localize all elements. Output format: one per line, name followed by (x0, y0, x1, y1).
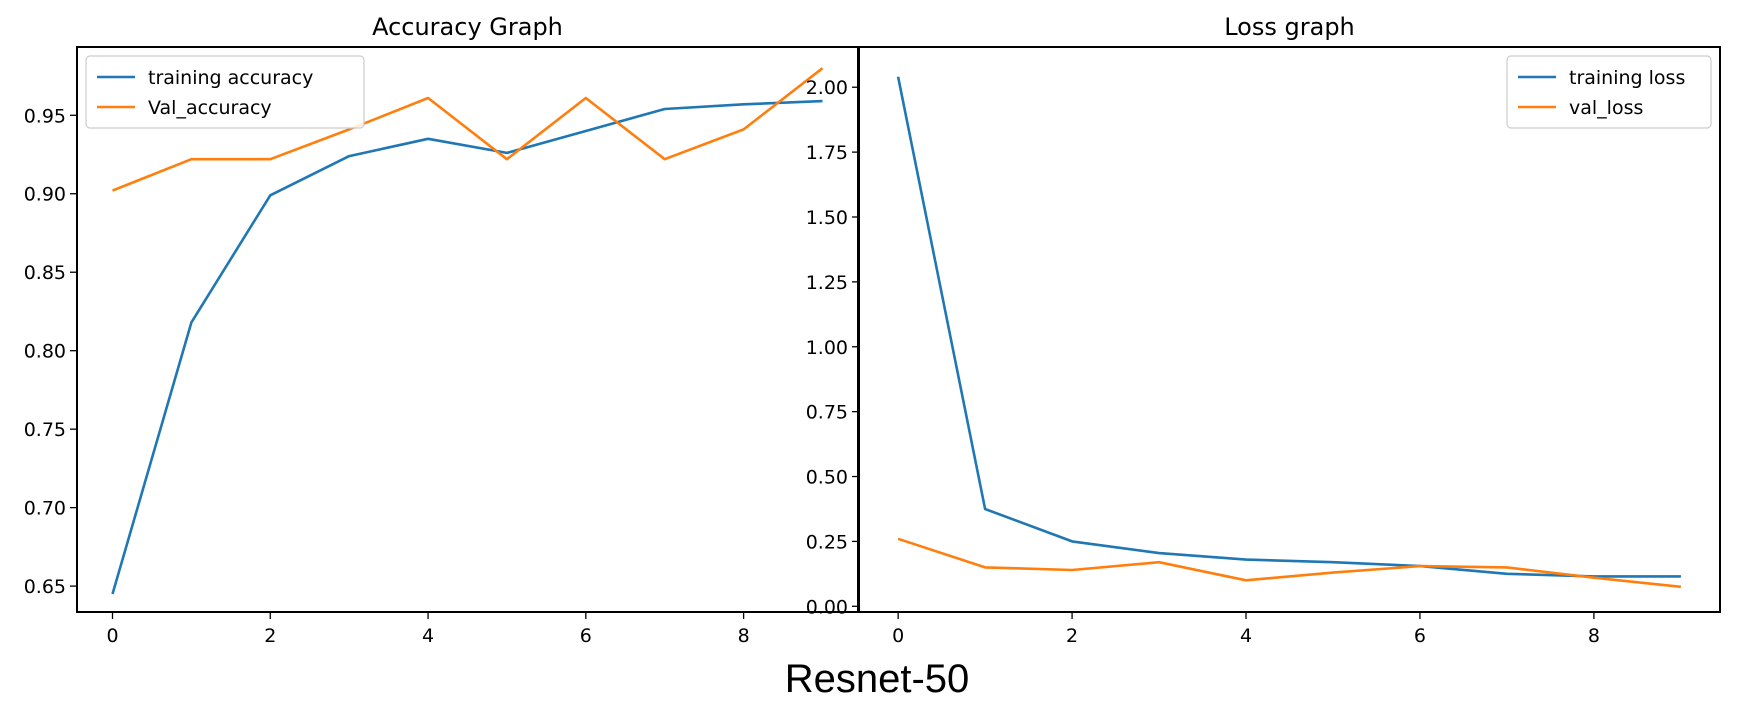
legend-label-training-accuracy: training accuracy (148, 67, 313, 89)
y-tick-label: 2.00 (806, 77, 848, 99)
loss-plot-frame (858, 46, 1721, 613)
x-tick-label: 0 (892, 625, 904, 647)
legend-label-training-loss: training loss (1569, 67, 1685, 89)
x-tick-label: 6 (1414, 625, 1426, 647)
y-tick-label: 1.50 (806, 207, 848, 229)
x-tick-label: 2 (1066, 625, 1078, 647)
x-tick-label: 8 (1588, 625, 1600, 647)
y-tick-label: 1.75 (806, 142, 848, 164)
x-tick-label: 0 (106, 625, 118, 647)
y-tick-label: 1.00 (806, 337, 848, 359)
x-tick-label: 4 (422, 625, 434, 647)
series-line-val-accuracy (112, 67, 824, 192)
series-line-val-loss (897, 537, 1682, 589)
figure-caption: Resnet-50 (785, 657, 970, 701)
y-tick-label: 0.00 (806, 596, 848, 618)
y-tick-label: 0.50 (806, 467, 848, 489)
y-tick-label: 0.75 (806, 402, 848, 424)
legend-label-val-loss: val_loss (1569, 97, 1643, 119)
x-tick-label: 4 (1240, 625, 1252, 647)
x-tick-label: 6 (580, 625, 592, 647)
y-tick-label: 0.80 (24, 341, 66, 363)
loss-chart: Loss graph 0 2 4 6 8 0.00 0.25 0.50 0.75 1.00 1.25 1… (806, 13, 1721, 647)
x-tick-label: 2 (264, 625, 276, 647)
y-tick-label: 0.75 (24, 419, 66, 441)
accuracy-chart-title: Accuracy Graph (372, 13, 563, 41)
y-tick-label: 0.70 (24, 498, 66, 520)
legend-box (1506, 55, 1712, 129)
y-tick-label: 0.85 (24, 262, 66, 284)
legend-box (85, 55, 365, 129)
loss-legend: training loss val_loss (1506, 55, 1712, 129)
y-tick-label: 1.25 (806, 272, 848, 294)
y-tick-label: 0.90 (24, 184, 66, 206)
loss-chart-title: Loss graph (1224, 13, 1355, 41)
y-tick-label: 0.65 (24, 576, 66, 598)
y-tick-label: 0.25 (806, 531, 848, 553)
legend-label-val-accuracy: Val_accuracy (148, 97, 272, 119)
accuracy-legend: training accuracy Val_accuracy (85, 55, 365, 129)
series-line-training-accuracy (111, 99, 823, 595)
accuracy-chart: Accuracy Graph 0 2 4 6 8 0.65 0.70 0.75 0.80 0.85 0… (24, 13, 859, 647)
y-tick-label: 0.95 (24, 105, 66, 127)
series-line-training-loss (896, 76, 1681, 578)
x-tick-label: 8 (738, 625, 750, 647)
